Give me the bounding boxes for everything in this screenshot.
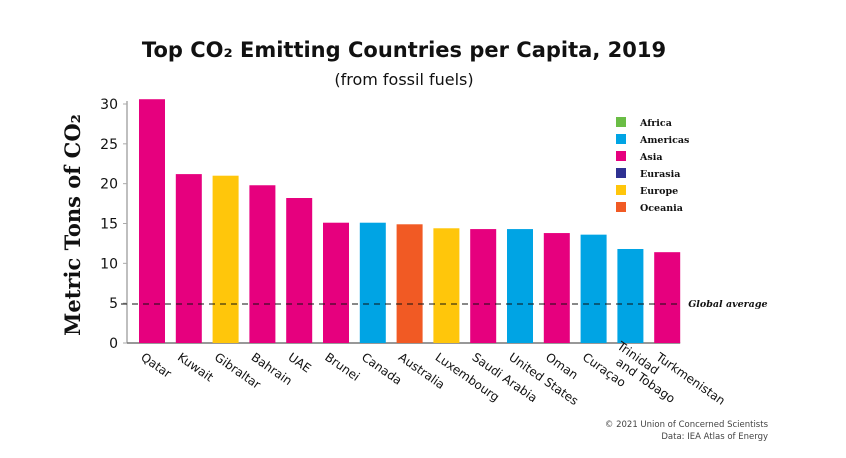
legend-label-oceania: Oceania (640, 203, 683, 214)
bar-trinidad-and-tobago (617, 248, 644, 343)
legend-swatch-asia (616, 151, 626, 161)
legend-swatch-oceania (616, 202, 626, 212)
bar-turkmenistan (654, 252, 681, 343)
bar-kuwait (175, 174, 202, 343)
y-tick-label: 30 (100, 97, 118, 113)
y-tick-label: 0 (109, 336, 118, 352)
x-tick-label-line: Kuwait (175, 350, 216, 385)
x-tick-label: Canada (359, 350, 404, 388)
legend-swatch-americas (616, 134, 626, 144)
chart-title-text: Top CO₂ Emitting Countries per Capita, 2… (142, 38, 666, 62)
copyright-credit: © 2021 Union of Concerned Scientists (605, 420, 769, 430)
x-tick-label: Qatar (138, 350, 174, 381)
x-tick-label-line: Brunei (322, 350, 362, 384)
bar-uae (286, 198, 313, 343)
x-tick-label-line: Qatar (138, 350, 174, 381)
chart-title: Top CO₂ Emitting Countries per Capita, 2… (142, 38, 666, 62)
x-tick-label: Kuwait (175, 350, 216, 385)
legend-label-eurasia: Eurasia (640, 169, 680, 180)
y-tick-label: 10 (100, 256, 118, 272)
legend-label-africa: Africa (639, 118, 672, 129)
bar-cura-ao (580, 234, 607, 343)
bar-canada (359, 222, 386, 343)
legend-label-asia: Asia (639, 152, 662, 163)
x-tick-label-line: Canada (359, 350, 404, 388)
legend-swatch-europe (616, 185, 626, 195)
data-source-credit: Data: IEA Atlas of Energy (661, 432, 768, 442)
global-average-label: Global average (688, 299, 767, 310)
y-tick-label: 15 (100, 217, 118, 233)
bar-bahrain (249, 185, 276, 343)
bar-united-states (507, 229, 533, 343)
legend-label-europe: Europe (640, 186, 678, 197)
bar-qatar (139, 99, 165, 343)
bar-saudi-arabia (470, 229, 497, 343)
legend: Africa Americas Asia Eurasia Europe Oceania (616, 117, 689, 214)
y-tick-label: 20 (100, 177, 118, 193)
x-tick-label: Brunei (322, 350, 362, 384)
bar-brunei (323, 222, 349, 343)
x-tick-label: UAE (285, 350, 313, 376)
bar-australia (396, 224, 423, 343)
bar-luxembourg (433, 228, 460, 343)
chart-subtitle: (from fossil fuels) (334, 70, 473, 89)
x-tick-label-line: UAE (285, 350, 313, 376)
y-axis-label: Metric Tons of CO₂ (60, 114, 85, 336)
bars (139, 99, 681, 343)
legend-swatch-eurasia (616, 168, 626, 178)
bar-gibraltar (212, 175, 239, 343)
y-tick-label: 25 (100, 137, 118, 153)
legend-label-americas: Americas (639, 135, 689, 146)
y-tick-label: 5 (109, 296, 118, 312)
bar-oman (543, 233, 570, 343)
y-axis: 0 5 10 15 20 25 30 (100, 97, 127, 352)
legend-swatch-africa (616, 117, 626, 127)
